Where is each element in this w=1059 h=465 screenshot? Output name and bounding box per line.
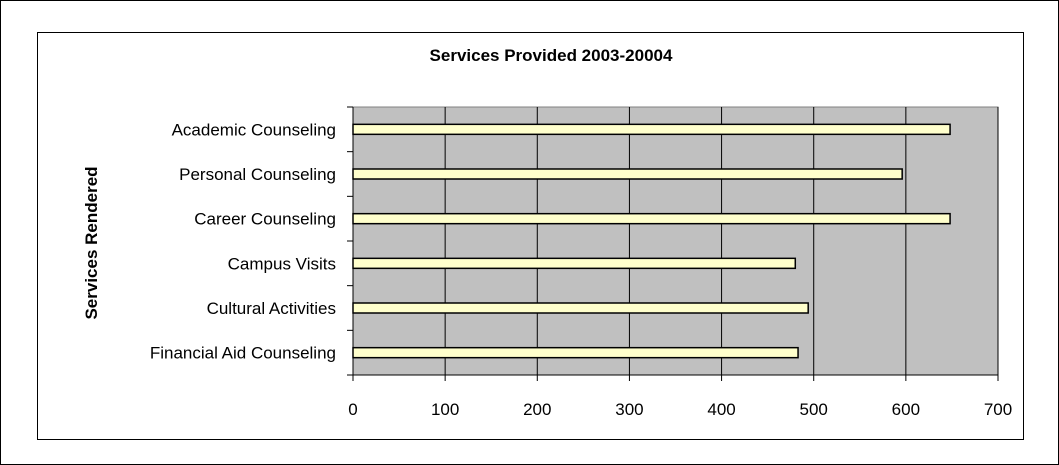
bar-3 (352, 257, 797, 270)
bar-1 (352, 168, 903, 180)
plot-background (352, 106, 999, 376)
y-tick-label-1: Personal Counseling (179, 165, 336, 184)
y-tick-label-3: Campus Visits (228, 254, 336, 273)
y-tick-label-2: Career Counseling (194, 210, 336, 229)
x-tick-label-4: 400 (707, 400, 735, 419)
x-tick-label-3: 300 (615, 400, 643, 419)
bar-2 (352, 212, 951, 225)
bar-5 (352, 346, 799, 359)
y-axis-label: Services Rendered (82, 166, 101, 319)
x-tick-label-1: 100 (431, 400, 459, 419)
bar-0 (352, 123, 951, 136)
x-tick-label-0: 0 (348, 400, 357, 419)
bar-4 (352, 302, 809, 314)
y-tick-label-5: Financial Aid Counseling (150, 344, 336, 363)
x-tick-label-7: 700 (984, 400, 1012, 419)
plot-area: Academic Counseling Personal Counseling Ca… (150, 106, 1012, 419)
y-tick-label-0: Academic Counseling (172, 120, 336, 139)
x-tick-label-5: 500 (800, 400, 828, 419)
y-tick-label-4: Cultural Activities (207, 299, 336, 318)
chart-title: Services Provided 2003-20004 (430, 46, 673, 65)
x-tick-label-6: 600 (892, 400, 920, 419)
x-tick-label-2: 200 (523, 400, 551, 419)
